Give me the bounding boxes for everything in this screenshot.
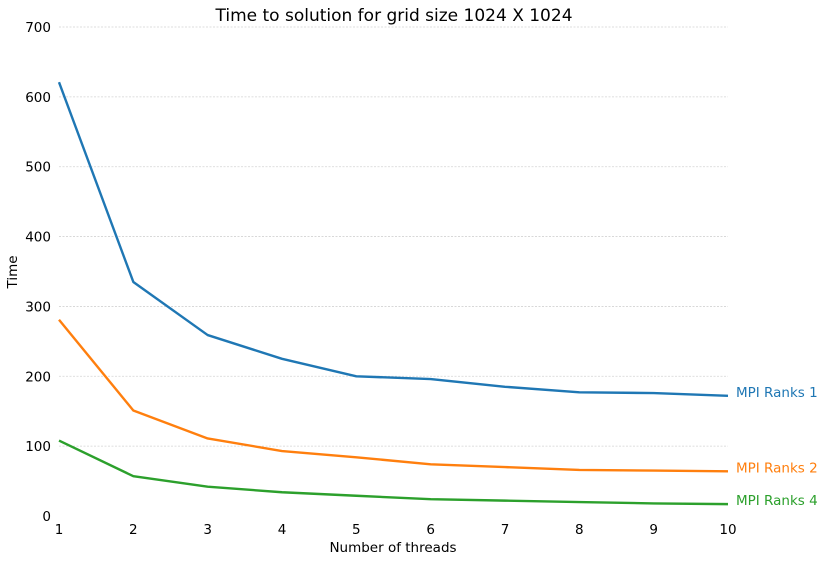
series-label: MPI Ranks 2 bbox=[736, 460, 818, 476]
chart-title: Time to solution for grid size 1024 X 10… bbox=[214, 6, 572, 26]
x-tick-label: 6 bbox=[426, 522, 435, 538]
y-axis-label: Time bbox=[5, 255, 21, 289]
x-tick-label: 9 bbox=[649, 522, 658, 538]
x-axis-ticks: 1 2 3 4 5 6 7 8 9 10 bbox=[55, 522, 737, 538]
series-label: MPI Ranks 4 bbox=[736, 493, 818, 509]
y-tick-label: 100 bbox=[25, 439, 51, 455]
series-labels: MPI Ranks 1 MPI Ranks 2 MPI Ranks 4 bbox=[736, 385, 818, 509]
y-tick-label: 200 bbox=[25, 369, 51, 385]
x-tick-label: 1 bbox=[55, 522, 64, 538]
y-tick-label: 0 bbox=[42, 509, 51, 525]
x-tick-label: 7 bbox=[501, 522, 510, 538]
y-tick-label: 600 bbox=[25, 90, 51, 106]
series-line bbox=[57, 81, 729, 398]
x-tick-label: 10 bbox=[719, 522, 736, 538]
x-tick-label: 4 bbox=[278, 522, 287, 538]
x-tick-label: 8 bbox=[575, 522, 584, 538]
y-tick-label: 700 bbox=[25, 20, 51, 36]
x-tick-label: 5 bbox=[352, 522, 361, 538]
series-lines bbox=[57, 81, 729, 506]
series-line bbox=[58, 439, 729, 506]
y-tick-label: 500 bbox=[25, 160, 51, 176]
grid-lines bbox=[59, 26, 728, 447]
x-tick-label: 3 bbox=[203, 522, 212, 538]
y-tick-label: 300 bbox=[25, 299, 51, 315]
y-tick-label: 400 bbox=[25, 230, 51, 246]
series-label: MPI Ranks 1 bbox=[736, 385, 818, 401]
y-axis-ticks: 0 100 200 300 400 500 600 700 bbox=[25, 20, 51, 525]
x-axis-label: Number of threads bbox=[329, 540, 456, 556]
x-tick-label: 2 bbox=[129, 522, 138, 538]
series-line bbox=[58, 318, 729, 473]
